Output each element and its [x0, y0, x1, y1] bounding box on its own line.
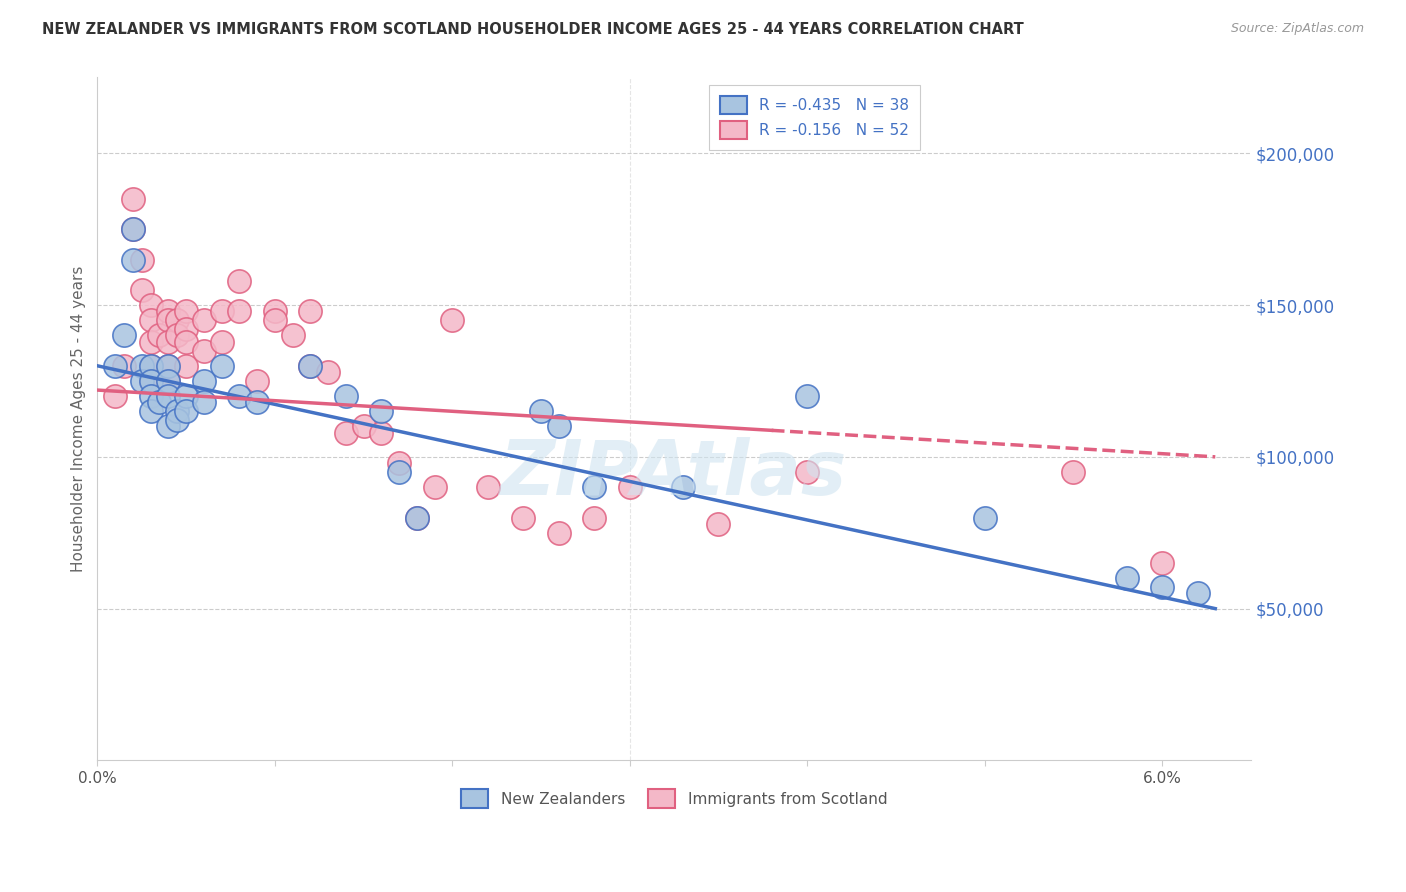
Point — [228, 274, 250, 288]
Point — [299, 359, 322, 373]
Point — [139, 359, 162, 373]
Point — [707, 516, 730, 531]
Point — [672, 480, 695, 494]
Point — [157, 313, 180, 327]
Point — [104, 389, 127, 403]
Point — [388, 456, 411, 470]
Point — [139, 334, 162, 349]
Point — [512, 510, 534, 524]
Point — [211, 304, 233, 318]
Point — [157, 334, 180, 349]
Legend: New Zealanders, Immigrants from Scotland: New Zealanders, Immigrants from Scotland — [454, 783, 893, 814]
Point — [112, 328, 135, 343]
Point — [211, 359, 233, 373]
Point — [131, 374, 153, 388]
Point — [370, 404, 392, 418]
Point — [299, 304, 322, 318]
Point — [174, 304, 197, 318]
Point — [973, 510, 995, 524]
Point — [148, 328, 170, 343]
Point — [796, 465, 818, 479]
Point — [1187, 586, 1209, 600]
Point — [157, 374, 180, 388]
Point — [441, 313, 464, 327]
Point — [547, 419, 569, 434]
Point — [131, 283, 153, 297]
Point — [316, 365, 339, 379]
Point — [139, 389, 162, 403]
Point — [139, 313, 162, 327]
Point — [193, 343, 215, 358]
Point — [228, 304, 250, 318]
Point — [1062, 465, 1084, 479]
Point — [193, 374, 215, 388]
Point — [583, 480, 606, 494]
Point — [131, 359, 153, 373]
Point — [174, 334, 197, 349]
Point — [157, 389, 180, 403]
Point — [193, 395, 215, 409]
Point — [157, 374, 180, 388]
Point — [166, 328, 188, 343]
Point — [263, 313, 285, 327]
Point — [246, 374, 269, 388]
Point — [547, 525, 569, 540]
Point — [166, 313, 188, 327]
Point — [423, 480, 446, 494]
Point — [157, 304, 180, 318]
Point — [405, 510, 427, 524]
Point — [246, 395, 269, 409]
Point — [1150, 580, 1173, 594]
Point — [299, 359, 322, 373]
Point — [583, 510, 606, 524]
Point — [353, 419, 375, 434]
Point — [139, 404, 162, 418]
Point — [139, 298, 162, 312]
Point — [131, 252, 153, 267]
Point — [166, 404, 188, 418]
Point — [335, 425, 357, 440]
Point — [157, 359, 180, 373]
Point — [148, 395, 170, 409]
Y-axis label: Householder Income Ages 25 - 44 years: Householder Income Ages 25 - 44 years — [72, 266, 86, 572]
Point — [530, 404, 553, 418]
Point — [157, 419, 180, 434]
Point — [174, 359, 197, 373]
Point — [193, 313, 215, 327]
Point — [174, 404, 197, 418]
Point — [139, 374, 162, 388]
Text: ZIPAtlas: ZIPAtlas — [501, 436, 848, 510]
Point — [263, 304, 285, 318]
Point — [228, 389, 250, 403]
Point — [121, 192, 143, 206]
Point — [281, 328, 304, 343]
Point — [405, 510, 427, 524]
Point — [211, 334, 233, 349]
Point — [157, 359, 180, 373]
Point — [619, 480, 641, 494]
Point — [121, 222, 143, 236]
Point — [121, 252, 143, 267]
Point — [1115, 571, 1137, 585]
Point — [166, 413, 188, 427]
Point — [112, 359, 135, 373]
Point — [477, 480, 499, 494]
Text: NEW ZEALANDER VS IMMIGRANTS FROM SCOTLAND HOUSEHOLDER INCOME AGES 25 - 44 YEARS : NEW ZEALANDER VS IMMIGRANTS FROM SCOTLAN… — [42, 22, 1024, 37]
Text: Source: ZipAtlas.com: Source: ZipAtlas.com — [1230, 22, 1364, 36]
Point — [174, 322, 197, 336]
Point — [1150, 556, 1173, 570]
Point — [104, 359, 127, 373]
Point — [139, 374, 162, 388]
Point — [335, 389, 357, 403]
Point — [370, 425, 392, 440]
Point — [174, 389, 197, 403]
Point — [121, 222, 143, 236]
Point — [388, 465, 411, 479]
Point — [796, 389, 818, 403]
Point — [139, 359, 162, 373]
